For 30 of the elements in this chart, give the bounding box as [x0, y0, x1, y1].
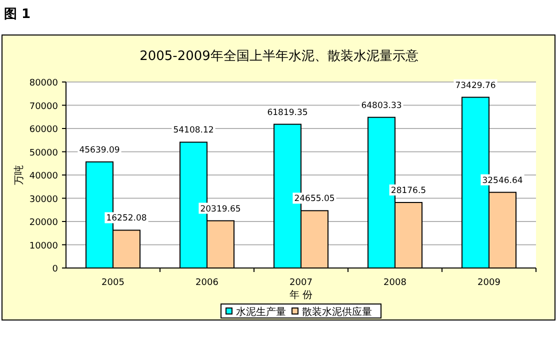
y-tick-label: 10000: [29, 241, 58, 252]
legend-label: 水泥生产量: [236, 306, 286, 318]
y-tick-label: 50000: [29, 148, 58, 158]
data-label: 61819.35: [267, 108, 308, 118]
legend-label: 散装水泥供应量: [302, 306, 372, 318]
chart-title: 2005-2009年全国上半年水泥、散装水泥量示意: [140, 49, 418, 64]
y-tick-label: 80000: [29, 78, 58, 88]
y-tick-label: 40000: [29, 172, 58, 182]
y-tick-label: 20000: [29, 218, 58, 228]
x-tick-label: 2009: [478, 278, 501, 288]
x-tick-label: 2006: [196, 278, 219, 288]
x-axis-title: 年 份: [289, 289, 313, 301]
x-tick-label: 2008: [384, 278, 407, 288]
data-label: 32546.64: [482, 176, 523, 186]
data-label: 45639.09: [79, 145, 120, 156]
data-label: 28176.5: [390, 186, 426, 196]
y-axis-title: 万吨: [13, 165, 25, 185]
y-tick-label: 30000: [29, 194, 58, 205]
y-tick-label: 0: [52, 264, 58, 274]
y-tick-label: 60000: [29, 125, 58, 135]
y-tick-label: 70000: [29, 102, 58, 112]
data-label: 24655.05: [294, 194, 335, 204]
x-tick-label: 2007: [290, 278, 312, 288]
data-label: 16252.08: [106, 214, 147, 224]
x-tick-label: 2005: [102, 278, 124, 288]
data-label: 64803.33: [361, 100, 402, 111]
caption: 图 1: [4, 7, 31, 22]
data-label: 20319.65: [200, 204, 241, 214]
data-label: 73429.76: [455, 80, 496, 91]
data-label: 54108.12: [173, 126, 214, 136]
